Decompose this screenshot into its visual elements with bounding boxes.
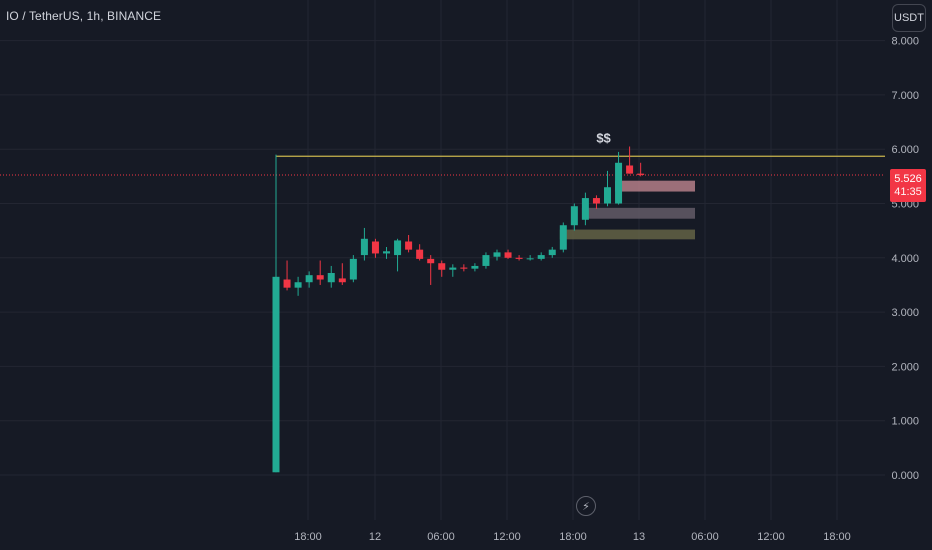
last-price-badge: 5.526 41:35 (890, 169, 926, 202)
x-tick-label: 18:00 (294, 531, 322, 543)
supply-demand-zone (615, 180, 695, 192)
y-tick-label: 7.000 (891, 90, 919, 102)
candle-body (416, 249, 424, 259)
candle-body (272, 276, 280, 473)
x-tick-label: 18:00 (559, 531, 587, 543)
candle-body (427, 258, 435, 264)
y-tick-label: 6.000 (891, 144, 919, 156)
candle-body (305, 275, 313, 283)
candle-body (482, 255, 490, 266)
lightning-bolt-icon[interactable]: ⚡ (576, 496, 596, 516)
candle-body (360, 238, 368, 256)
candle-body (570, 206, 578, 226)
candle-body (526, 258, 534, 260)
candle-body (626, 165, 634, 174)
x-tick-label: 12:00 (493, 531, 521, 543)
candle-body (405, 241, 413, 250)
bar-countdown: 41:35 (894, 185, 922, 198)
y-tick-label: 8.000 (891, 36, 919, 48)
symbol-title: IO / TetherUS, 1h, BINANCE (6, 9, 162, 23)
candle-body (338, 278, 346, 283)
candle-body (294, 282, 302, 288)
candle-body (449, 267, 457, 270)
candle-body (604, 187, 611, 204)
x-tick-label: 06:00 (427, 531, 455, 543)
currency-button[interactable]: USDT (892, 4, 926, 32)
x-tick-label: 06:00 (691, 531, 719, 543)
annotation-text: $$ (596, 130, 611, 145)
candle-body (394, 240, 402, 256)
candle-body (537, 255, 545, 259)
candle-body (383, 251, 390, 254)
x-tick-label: 18:00 (823, 531, 851, 543)
candle-body (504, 252, 512, 258)
candle-body (371, 241, 379, 254)
candle-body (460, 267, 468, 269)
x-tick-label: 13 (633, 531, 645, 543)
last-price-value: 5.526 (894, 172, 922, 185)
y-tick-label: 2.000 (891, 361, 919, 373)
candle-body (349, 258, 357, 280)
candle-body (615, 162, 623, 204)
candle-body (327, 273, 335, 283)
candle-body (283, 279, 291, 288)
candle-body (559, 225, 567, 250)
candle-body (471, 265, 479, 269)
candle-body (592, 198, 600, 204)
y-tick-label: 1.000 (891, 416, 919, 428)
candle-body (548, 249, 556, 256)
candle-body (637, 173, 645, 175)
y-tick-label: 3.000 (891, 307, 919, 319)
candle-body (515, 257, 523, 259)
candle-body (493, 252, 501, 257)
y-tick-label: 0.000 (891, 470, 919, 482)
candle-body (316, 275, 324, 280)
candle-body (581, 198, 589, 220)
y-tick-label: 4.000 (891, 253, 919, 265)
supply-demand-zone (559, 229, 695, 240)
x-tick-label: 12 (369, 531, 381, 543)
x-tick-label: 12:00 (757, 531, 785, 543)
candle-body (438, 263, 446, 270)
supply-demand-zone (581, 207, 695, 219)
